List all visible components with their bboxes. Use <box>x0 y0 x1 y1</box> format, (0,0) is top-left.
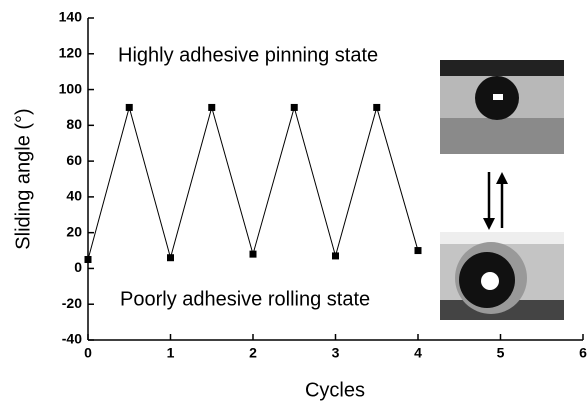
y-tick-label: 20 <box>66 223 82 239</box>
x-tick-label: 4 <box>414 345 422 361</box>
line <box>87 105 419 260</box>
marker <box>290 103 298 111</box>
photo-top <box>440 60 564 154</box>
marker <box>84 256 92 263</box>
y-axis-title: Sliding angle (°) <box>12 108 34 249</box>
marker <box>332 252 339 260</box>
photo-bottom <box>440 232 564 320</box>
y-tick-label: 120 <box>59 44 83 60</box>
x-axis-title: Cycles <box>305 379 365 401</box>
y-tick-label: 140 <box>59 9 83 25</box>
y-tick-label: -20 <box>62 295 82 311</box>
x-tick-label: 0 <box>84 345 92 361</box>
marker <box>208 103 216 111</box>
y-tick-label: -40 <box>62 331 82 347</box>
annotation: Highly adhesive pinning state <box>118 44 378 66</box>
y-tick-label: 40 <box>66 188 82 204</box>
y-tick-label: 0 <box>74 259 82 275</box>
x-tick-label: 5 <box>497 345 505 361</box>
y-tick-label: 60 <box>66 152 82 168</box>
marker <box>373 103 381 111</box>
marker <box>414 247 422 255</box>
switch-arrows <box>483 172 508 230</box>
x-tick-label: 2 <box>249 345 257 361</box>
annotation: Poorly adhesive rolling state <box>120 288 370 310</box>
marker <box>167 254 174 262</box>
marker <box>249 250 257 258</box>
y-tick-label: 80 <box>66 116 82 132</box>
x-tick-label: 6 <box>579 345 587 361</box>
x-tick-label: 3 <box>332 345 340 361</box>
x-tick-label: 1 <box>167 345 175 361</box>
y-tick-label: 100 <box>59 80 83 96</box>
marker <box>125 103 133 111</box>
